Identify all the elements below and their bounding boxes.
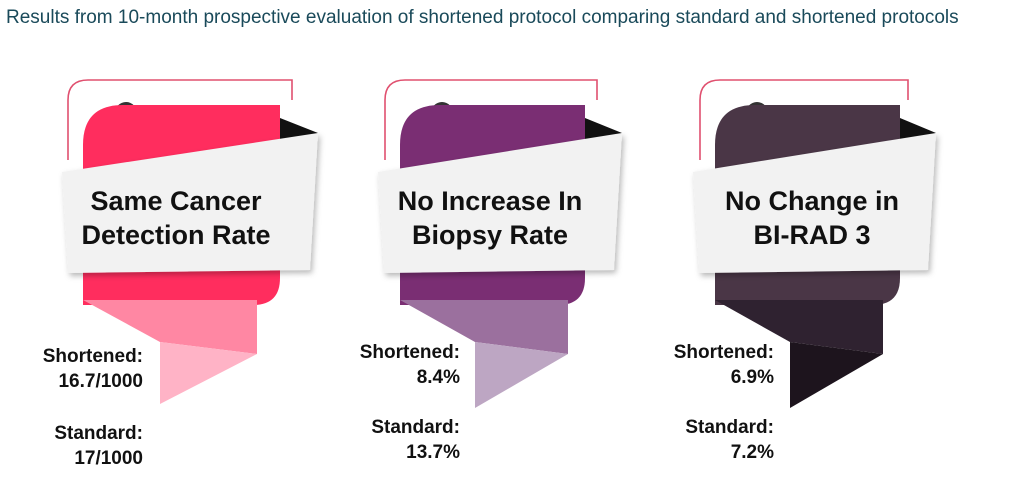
shortened-label: Shortened: <box>674 342 774 363</box>
label-banner <box>62 133 318 273</box>
label-banner <box>378 133 622 273</box>
card-heading-line2: Detection Rate <box>81 220 270 250</box>
shortened-label: Shortened: <box>360 342 460 363</box>
page-title: Results from 10-month prospective evalua… <box>6 7 959 28</box>
accent-outline <box>699 79 909 160</box>
card-heading-line1: No Increase In <box>398 186 583 216</box>
shortened-value: 8.4% <box>417 367 460 388</box>
card-heading-line1: No Change in <box>725 186 899 216</box>
card-tail <box>160 342 257 404</box>
accent-outline <box>384 79 598 160</box>
card-bi-rad-3: No Change in BI-RAD 3 Shortened: 6.9% St… <box>674 79 936 463</box>
standard-label: Standard: <box>685 417 774 438</box>
card-cancer-detection: Same Cancer Detection Rate Shortened: 16… <box>43 79 318 469</box>
card-fold <box>400 300 568 354</box>
shortened-label: Shortened: <box>43 346 143 367</box>
standard-value: 7.2% <box>731 442 774 463</box>
card-heading-line2: Biopsy Rate <box>412 220 568 250</box>
standard-label: Standard: <box>54 423 143 444</box>
shortened-value: 16.7/1000 <box>58 371 143 392</box>
card-heading-line2: BI-RAD 3 <box>753 220 870 250</box>
card-tail <box>790 342 883 408</box>
label-banner <box>693 133 936 273</box>
shortened-value: 6.9% <box>731 367 774 388</box>
standard-value: 13.7% <box>406 442 460 463</box>
card-biopsy-rate: No Increase In Biopsy Rate Shortened: 8.… <box>360 79 622 463</box>
card-heading-line1: Same Cancer <box>90 186 262 216</box>
standard-value: 17/1000 <box>74 448 143 469</box>
card-tail <box>475 342 568 408</box>
accent-outline <box>67 79 293 160</box>
card-fold <box>83 300 257 354</box>
card-fold <box>715 300 883 354</box>
standard-label: Standard: <box>371 417 460 438</box>
